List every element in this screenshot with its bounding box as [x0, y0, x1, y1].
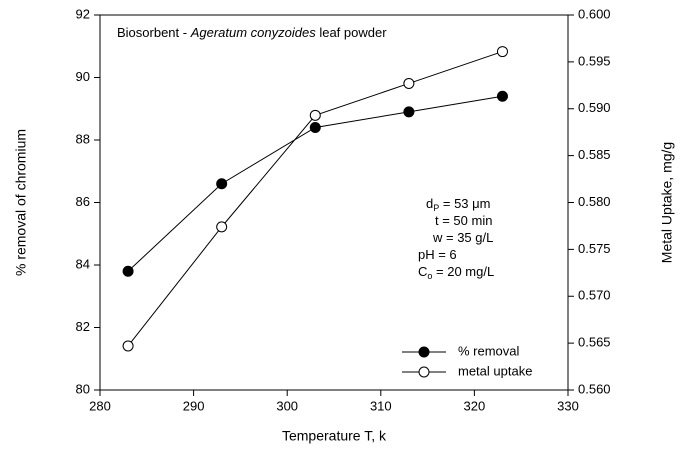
data-point — [122, 265, 134, 277]
data-point — [309, 122, 321, 133]
y2-axis-label: Metal Uptake, mg/g — [659, 142, 675, 263]
y-tick-label: 90 — [76, 69, 90, 84]
x-axis-label: Temperature T, k — [282, 428, 387, 444]
annotation: w = 35 g/L — [432, 230, 493, 245]
legend-label: metal uptake — [458, 363, 532, 378]
y2-tick-label: 0.600 — [578, 6, 611, 21]
title-part: Biosorbent - — [117, 25, 191, 40]
legend-marker — [418, 346, 430, 358]
y2-tick-label: 0.585 — [578, 147, 611, 162]
annotation: t = 50 min — [435, 213, 492, 228]
y2-tick-label: 0.575 — [578, 241, 611, 256]
annotation-part: t = 50 min — [435, 213, 492, 228]
y-tick-label: 92 — [76, 6, 90, 21]
annotation-part: = 20 mg/L — [432, 264, 494, 279]
annotation: dP = 53 μm — [426, 196, 490, 213]
x-tick-label: 330 — [557, 398, 579, 413]
y2-tick-label: 0.570 — [578, 288, 611, 303]
legend-label: % removal — [458, 343, 520, 358]
y-tick-label: 86 — [76, 194, 90, 209]
annotation-part: C — [418, 264, 427, 279]
annotation-part: = 53 μm — [439, 196, 490, 211]
data-point — [496, 46, 508, 58]
data-point — [403, 77, 415, 89]
annotation-part: pH = 6 — [418, 247, 457, 262]
x-tick-label: 300 — [276, 398, 298, 413]
data-point — [496, 90, 508, 102]
y2-tick-label: 0.590 — [578, 100, 611, 115]
annotation-part: d — [426, 196, 433, 211]
data-point — [309, 109, 321, 121]
title-part: leaf powder — [316, 25, 387, 40]
data-point — [216, 178, 228, 190]
legend-marker — [418, 366, 430, 378]
y-tick-label: 80 — [76, 381, 90, 396]
plot-frame — [99, 14, 569, 391]
data-point — [403, 106, 415, 118]
y2-tick-label: 0.560 — [578, 381, 611, 396]
annotation-title: Biosorbent - Ageratum conyzoides leaf po… — [117, 25, 387, 40]
x-tick-label: 290 — [183, 398, 205, 413]
y-tick-label: 82 — [76, 319, 90, 334]
y2-tick-label: 0.595 — [578, 53, 611, 68]
data-point — [216, 221, 228, 233]
annotation-sub: P — [433, 203, 439, 213]
y2-tick-label: 0.565 — [578, 335, 611, 350]
y-axis-label: % removal of chromium — [13, 129, 29, 276]
x-tick-label: 310 — [370, 398, 392, 413]
y-tick-label: 84 — [76, 256, 90, 271]
annotation-part: w = 35 g/L — [432, 230, 493, 245]
annotation: Co = 20 mg/L — [418, 264, 494, 281]
title-part: Ageratum conyzoides — [190, 25, 317, 40]
annotation: pH = 6 — [418, 247, 457, 262]
y-tick-label: 88 — [76, 131, 90, 146]
data-point — [122, 340, 134, 352]
annotation-sub: o — [427, 271, 432, 281]
x-tick-label: 320 — [464, 398, 486, 413]
y2-tick-label: 0.580 — [578, 194, 611, 209]
x-tick-label: 280 — [89, 398, 111, 413]
